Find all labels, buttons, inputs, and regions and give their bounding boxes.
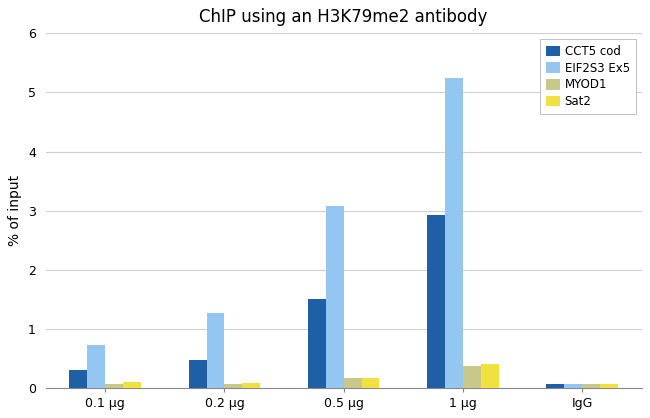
Bar — [582, 383, 600, 387]
Bar — [242, 383, 260, 387]
Bar — [70, 370, 87, 387]
Bar — [427, 215, 445, 387]
Bar — [344, 377, 361, 387]
Y-axis label: % of input: % of input — [8, 175, 22, 246]
Bar — [600, 383, 618, 387]
Bar — [188, 360, 207, 387]
Bar — [105, 383, 123, 387]
Bar — [445, 78, 463, 387]
Bar — [463, 366, 481, 387]
Bar — [546, 383, 564, 387]
Bar — [564, 383, 582, 387]
Bar — [207, 313, 224, 387]
Bar — [481, 364, 499, 387]
Legend: CCT5 cod, EIF2S3 Ex5, MYOD1, Sat2: CCT5 cod, EIF2S3 Ex5, MYOD1, Sat2 — [540, 39, 636, 114]
Bar — [361, 378, 380, 387]
Bar — [308, 299, 326, 387]
Title: ChIP using an H3K79me2 antibody: ChIP using an H3K79me2 antibody — [200, 8, 488, 26]
Bar — [326, 206, 344, 387]
Bar — [87, 345, 105, 387]
Bar — [224, 383, 242, 387]
Bar — [123, 382, 141, 387]
